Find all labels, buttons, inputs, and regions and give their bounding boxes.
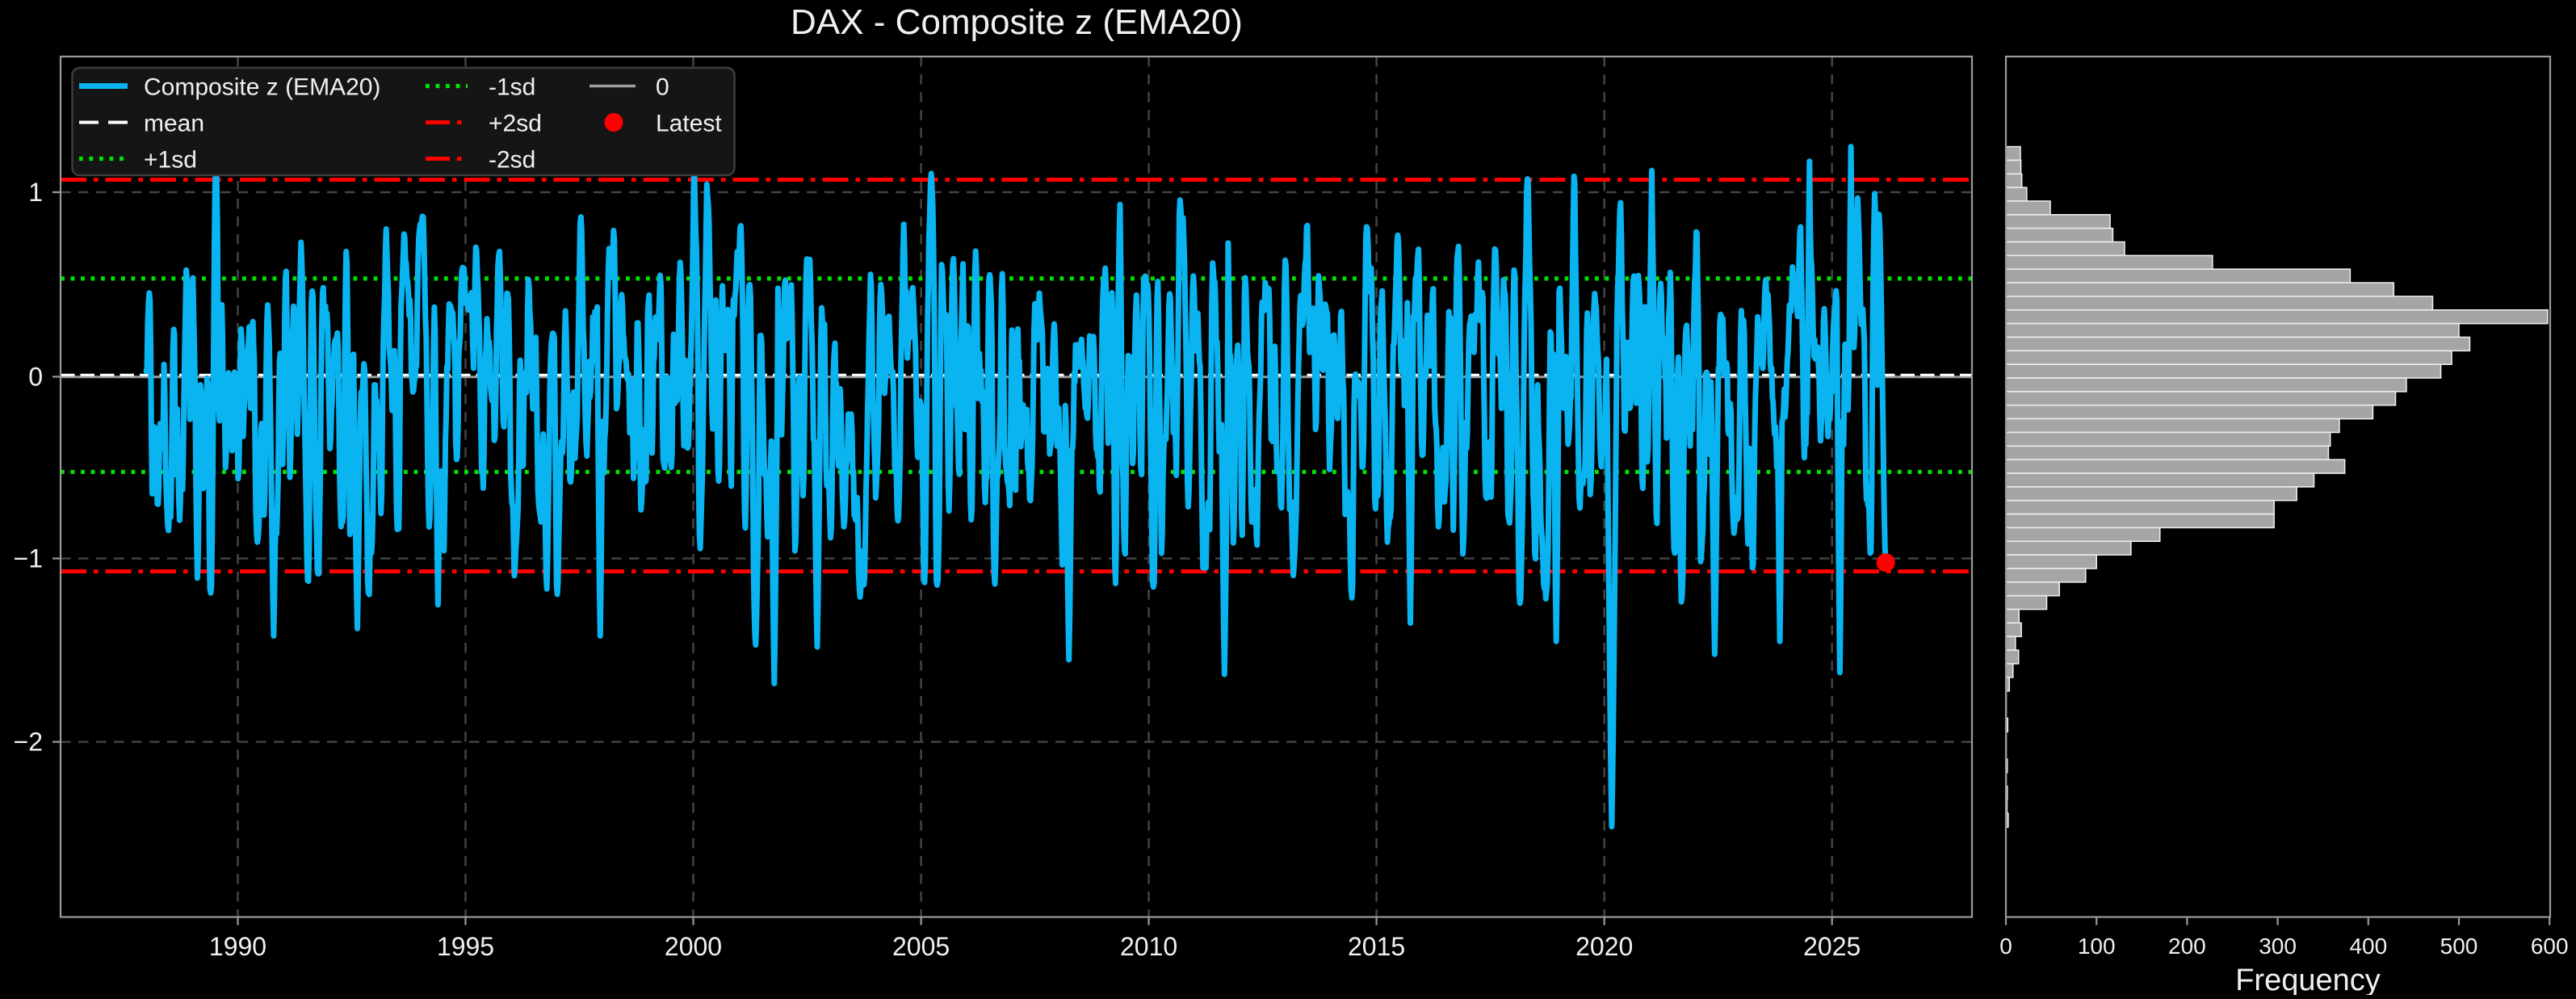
svg-text:500: 500: [2440, 934, 2478, 959]
svg-text:+2sd: +2sd: [489, 111, 542, 137]
svg-text:−1: −1: [14, 544, 43, 573]
svg-text:Composite z (EMA20): Composite z (EMA20): [144, 74, 380, 101]
svg-text:2005: 2005: [892, 932, 950, 961]
svg-text:0: 0: [1999, 934, 2012, 959]
svg-text:400: 400: [2349, 934, 2387, 959]
svg-text:600: 600: [2531, 934, 2569, 959]
svg-text:100: 100: [2078, 934, 2116, 959]
svg-text:Latest: Latest: [656, 111, 722, 137]
svg-text:1: 1: [28, 178, 43, 207]
svg-text:1995: 1995: [437, 932, 494, 961]
svg-text:-1sd: -1sd: [489, 74, 535, 101]
svg-text:0: 0: [656, 74, 669, 101]
svg-text:2020: 2020: [1575, 932, 1633, 961]
svg-text:2025: 2025: [1803, 932, 1861, 961]
svg-text:+1sd: +1sd: [144, 147, 197, 174]
svg-text:1990: 1990: [209, 932, 266, 961]
svg-text:200: 200: [2168, 934, 2206, 959]
svg-text:0: 0: [28, 363, 43, 392]
svg-text:2000: 2000: [665, 932, 722, 961]
svg-text:DAX - Composite z (EMA20): DAX - Composite z (EMA20): [791, 2, 1243, 42]
svg-text:2010: 2010: [1120, 932, 1177, 961]
svg-text:Frequency: Frequency: [2235, 963, 2381, 995]
svg-text:mean: mean: [144, 111, 204, 137]
svg-text:-2sd: -2sd: [489, 147, 535, 174]
svg-text:−2: −2: [14, 728, 43, 757]
svg-text:2015: 2015: [1348, 932, 1405, 961]
svg-text:300: 300: [2259, 934, 2297, 959]
